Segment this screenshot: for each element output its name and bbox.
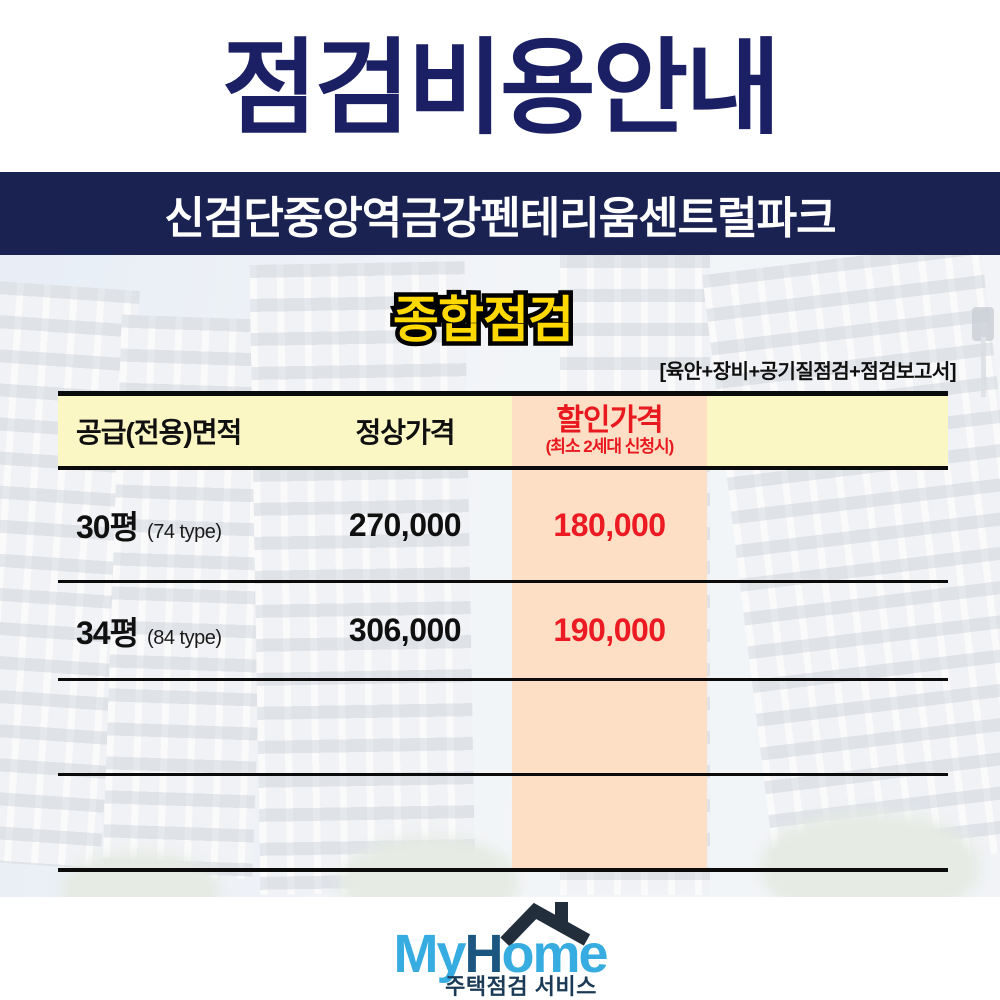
header-discount-condition: (최소 2세대 신청시): [545, 436, 675, 456]
inspection-badge-outline: 종합점검: [389, 288, 579, 352]
logo-my: My: [393, 924, 466, 984]
myhome-logo: MyHome: [0, 927, 1000, 981]
roof-icon: [500, 902, 591, 947]
area-type: (74 type): [147, 521, 222, 543]
inspection-badge: 종합점검 종합점검: [389, 288, 579, 352]
discount-price-value: 190,000: [553, 612, 666, 648]
header-normal-price: 정상가격: [355, 417, 455, 448]
street-lamp-shape: [972, 307, 994, 397]
scope-note: [육안+장비+공기질점검+점검보고서]: [659, 361, 957, 383]
table-row: [58, 681, 948, 776]
discount-column-highlight: [512, 396, 707, 872]
table-header-row: 공급(전용)면적 정상가격 할인가격 (최소 2세대 신청시): [58, 396, 948, 470]
price-table: 공급(전용)면적 정상가격 할인가격 (최소 2세대 신청시) 30평 (74 …: [58, 391, 948, 872]
discount-price-value: 180,000: [553, 506, 666, 543]
normal-price-value: 306,000: [348, 612, 462, 648]
area-value: 34평: [76, 614, 139, 651]
logo-subtitle: 주택점검 서비스: [445, 974, 597, 999]
row-area-cell: 34평 (84 type): [58, 608, 320, 654]
header-discount-label: 할인가격: [556, 404, 663, 438]
logo-h: H: [464, 924, 503, 984]
background-photo: [0, 255, 1000, 897]
normal-price-value: 270,000: [348, 506, 462, 543]
table-row: 34평 (84 type) 306,000 190,000: [58, 583, 948, 681]
white-fade-overlay: [0, 255, 1000, 897]
page-title: 점검비용안내: [221, 31, 781, 147]
apartment-name: 신검단중앙역금강펜테리움센트럴파크: [164, 193, 836, 243]
logo-ome: ome: [501, 924, 608, 984]
header-discount-price: 할인가격 (최소 2세대 신청시): [512, 396, 707, 466]
table-row: 30평 (74 type) 270,000 180,000: [58, 470, 948, 583]
area-value: 30평: [76, 509, 139, 545]
inspection-badge-label: 종합점검: [393, 292, 574, 348]
footer: MyHome 주택점검 서비스: [0, 897, 1000, 1000]
tree-shape: [760, 812, 980, 897]
table-row: [58, 776, 948, 872]
banner: 신검단중앙역금강펜테리움센트럴파크: [0, 172, 1000, 255]
area-type: (84 type): [147, 626, 222, 649]
header-area: 공급(전용)면적: [76, 417, 242, 448]
row-area-cell: 30평 (74 type): [58, 502, 320, 548]
photo-section: 종합점검 종합점검 [육안+장비+공기질점검+점검보고서] 공급(전용)면적 정…: [0, 255, 1000, 897]
title-area: 점검비용안내: [0, 0, 1000, 172]
